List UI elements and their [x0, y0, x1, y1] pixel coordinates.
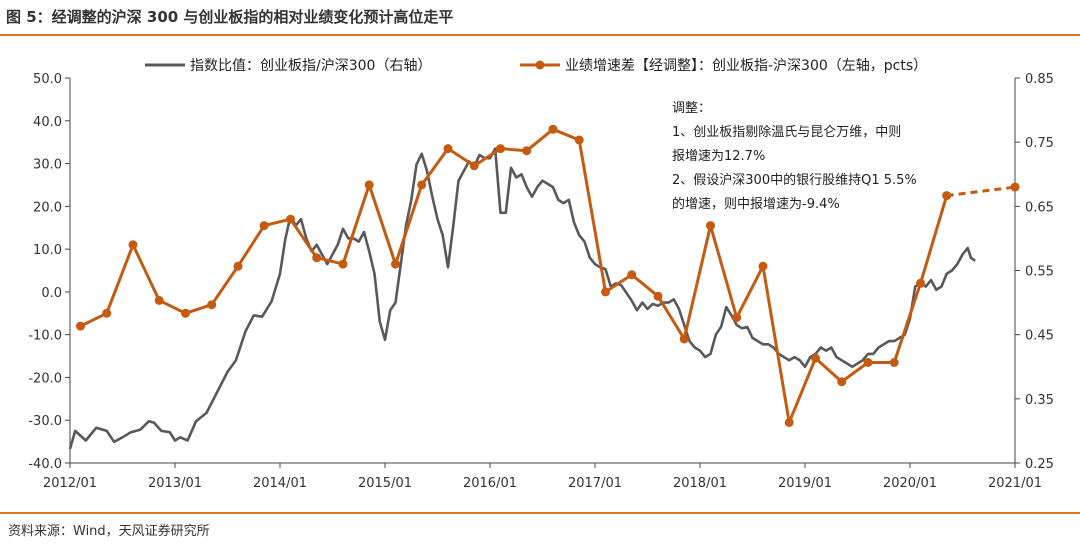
growth-diff-point [916, 278, 925, 288]
annotation-line-2: 1、创业板指剔除温氏与昆仑万维，中则 [672, 125, 901, 140]
growth-diff-point [679, 334, 689, 344]
growth-diff-point [837, 377, 847, 387]
growth-diff-point [627, 270, 637, 280]
right-axis-ticks: 0.85 0.75 0.65 0.55 0.45 0.35 0.25 [1015, 72, 1054, 472]
growth-diff-point [548, 124, 558, 134]
growth-diff-point [496, 144, 505, 154]
growth-diff-point [233, 261, 243, 271]
growth-diff-point [443, 144, 453, 154]
figure-title: 图 5：经调整的沪深 300 与创业板指的相对业绩变化预计高位走平 [6, 8, 454, 26]
series-line-growth-diff [79, 127, 949, 424]
x-axis-ticks: 2012/01 2013/01 2014/01 2015/01 2016/01 2017/… [43, 463, 1042, 491]
growth-diff-point [653, 291, 663, 301]
growth-diff-point [1010, 182, 1020, 192]
right-tick-label: 0.85 [1025, 72, 1054, 87]
growth-diff-point [286, 214, 295, 224]
x-tick-label: 2019/01 [778, 476, 832, 491]
growth-diff-point [154, 295, 164, 305]
left-tick-label: -10.0 [28, 329, 62, 344]
growth-diff-point [207, 300, 217, 310]
right-tick-label: 0.35 [1025, 393, 1054, 408]
growth-diff-point [102, 308, 112, 318]
left-tick-label: 40.0 [33, 115, 62, 130]
left-tick-label: 50.0 [33, 72, 62, 87]
growth-diff-point [574, 135, 584, 145]
x-tick-label: 2017/01 [568, 476, 622, 491]
right-tick-label: 0.55 [1025, 265, 1054, 280]
annotation-line-4: 2、假设沪深300中的银行股维持Q1 5.5% [672, 172, 917, 188]
annotation-box: 调整： 1、创业板指剔除温氏与昆仑万维，中则 报增速为12.7% 2、假设沪深3… [672, 101, 917, 212]
left-tick-label: 20.0 [33, 200, 62, 215]
growth-diff-point [259, 221, 269, 231]
x-tick-label: 2014/01 [253, 476, 307, 491]
bottom-divider [0, 512, 1080, 514]
growth-diff-point [128, 240, 138, 250]
growth-diff-point [469, 161, 479, 171]
source-note: 资料来源：Wind，天风证券研究所 [8, 524, 210, 539]
left-tick-label: 0.0 [41, 286, 62, 301]
legend: 指数比值：创业板指/沪深300（右轴） 业绩增速差【经调整】：创业板指-沪深30… [145, 58, 927, 74]
growth-diff-point [417, 180, 427, 190]
growth-diff-point [706, 221, 715, 231]
growth-diff-point [312, 253, 322, 263]
x-tick-label: 2018/01 [673, 476, 727, 491]
legend-label-index-ratio: 指数比值：创业板指/沪深300（右轴） [190, 58, 431, 74]
growth-diff-point [758, 261, 768, 271]
growth-diff-point [181, 308, 190, 318]
series-line-index-ratio [68, 147, 976, 450]
growth-diff-point [811, 353, 820, 363]
legend-label-growth-diff: 业绩增速差【经调整】：创业板指-沪深300（左轴，pcts） [565, 58, 927, 74]
x-tick-label: 2012/01 [43, 476, 97, 491]
growth-diff-point [76, 321, 85, 331]
x-tick-label: 2013/01 [148, 476, 202, 491]
annotation-line-1: 调整： [672, 101, 711, 116]
left-tick-label: -40.0 [28, 457, 62, 472]
growth-diff-point [364, 180, 374, 190]
left-axis-ticks: 50.0 40.0 30.0 20.0 10.0 0.0 -10.0 -20.0 -30.0 -4… [28, 72, 70, 472]
growth-diff-point [732, 313, 742, 323]
growth-diff-point [601, 287, 610, 297]
x-tick-label: 2015/01 [358, 476, 412, 491]
x-tick-label: 2020/01 [883, 476, 937, 491]
series-line-growth-diff-projection [946, 185, 1016, 198]
left-tick-label: -30.0 [28, 414, 62, 429]
legend-marker-growth-diff [535, 60, 545, 70]
series-markers-growth-diff [76, 124, 1020, 427]
x-tick-label: 2016/01 [463, 476, 517, 491]
growth-diff-point [863, 358, 873, 367]
x-tick-label: 2021/01 [988, 476, 1042, 491]
growth-diff-point [391, 259, 400, 269]
top-divider [0, 34, 1080, 36]
right-tick-label: 0.75 [1025, 136, 1054, 151]
growth-diff-point [942, 191, 952, 201]
left-tick-label: 30.0 [33, 158, 62, 173]
growth-diff-point [784, 417, 794, 427]
growth-diff-point [522, 146, 532, 156]
right-tick-label: 0.25 [1025, 457, 1054, 472]
right-tick-label: 0.65 [1025, 200, 1054, 215]
growth-diff-point [338, 259, 348, 269]
annotation-line-5: 的增速，则中报增速为-9.4% [672, 196, 840, 212]
chart: 50.0 40.0 30.0 20.0 10.0 0.0 -10.0 -20.0 -30.0 -4… [28, 58, 1054, 491]
left-tick-label: 10.0 [33, 243, 62, 258]
left-tick-label: -20.0 [28, 371, 62, 386]
annotation-line-3: 报增速为12.7% [672, 149, 765, 164]
right-tick-label: 0.45 [1025, 329, 1054, 344]
growth-diff-point [889, 358, 899, 367]
